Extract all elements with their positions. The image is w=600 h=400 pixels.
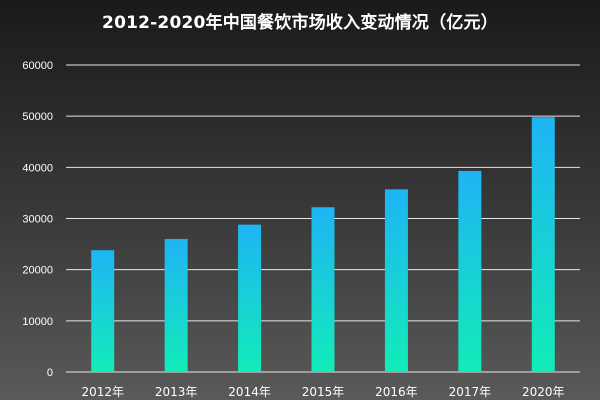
x-category-label: 2016年 — [375, 385, 418, 399]
x-category-label: 2015年 — [302, 385, 345, 399]
x-category-label: 2020年 — [522, 385, 565, 399]
bar-2017年 — [458, 170, 482, 372]
y-tick-label: 0 — [47, 367, 53, 379]
bar-2012年 — [91, 250, 115, 372]
y-axis-tick-labels: 0 10000 20000 30000 40000 50000 60000 — [22, 60, 53, 379]
y-tick-label: 10000 — [22, 316, 53, 328]
y-tick-label: 40000 — [22, 162, 53, 174]
bar-2013年 — [164, 238, 188, 372]
x-category-label: 2014年 — [228, 385, 271, 399]
bar-2014年 — [238, 224, 262, 372]
y-tick-label: 30000 — [22, 214, 53, 226]
x-axis-category-labels: 2012年 2013年 2014年 2015年 2016年 2017年 2020年 — [81, 385, 564, 399]
y-tick-label: 20000 — [22, 265, 53, 277]
bar-2015年 — [311, 207, 335, 372]
bars — [91, 117, 555, 372]
y-tick-label: 50000 — [22, 111, 53, 123]
x-category-label: 2017年 — [449, 385, 492, 399]
chart-title: 2012-2020年中国餐饮市场收入变动情况（亿元） — [102, 13, 498, 33]
y-tick-label: 60000 — [22, 60, 53, 72]
bar-2020年 — [531, 117, 555, 372]
bar-2016年 — [384, 189, 408, 372]
x-category-label: 2013年 — [155, 385, 198, 399]
x-category-label: 2012年 — [81, 385, 124, 399]
